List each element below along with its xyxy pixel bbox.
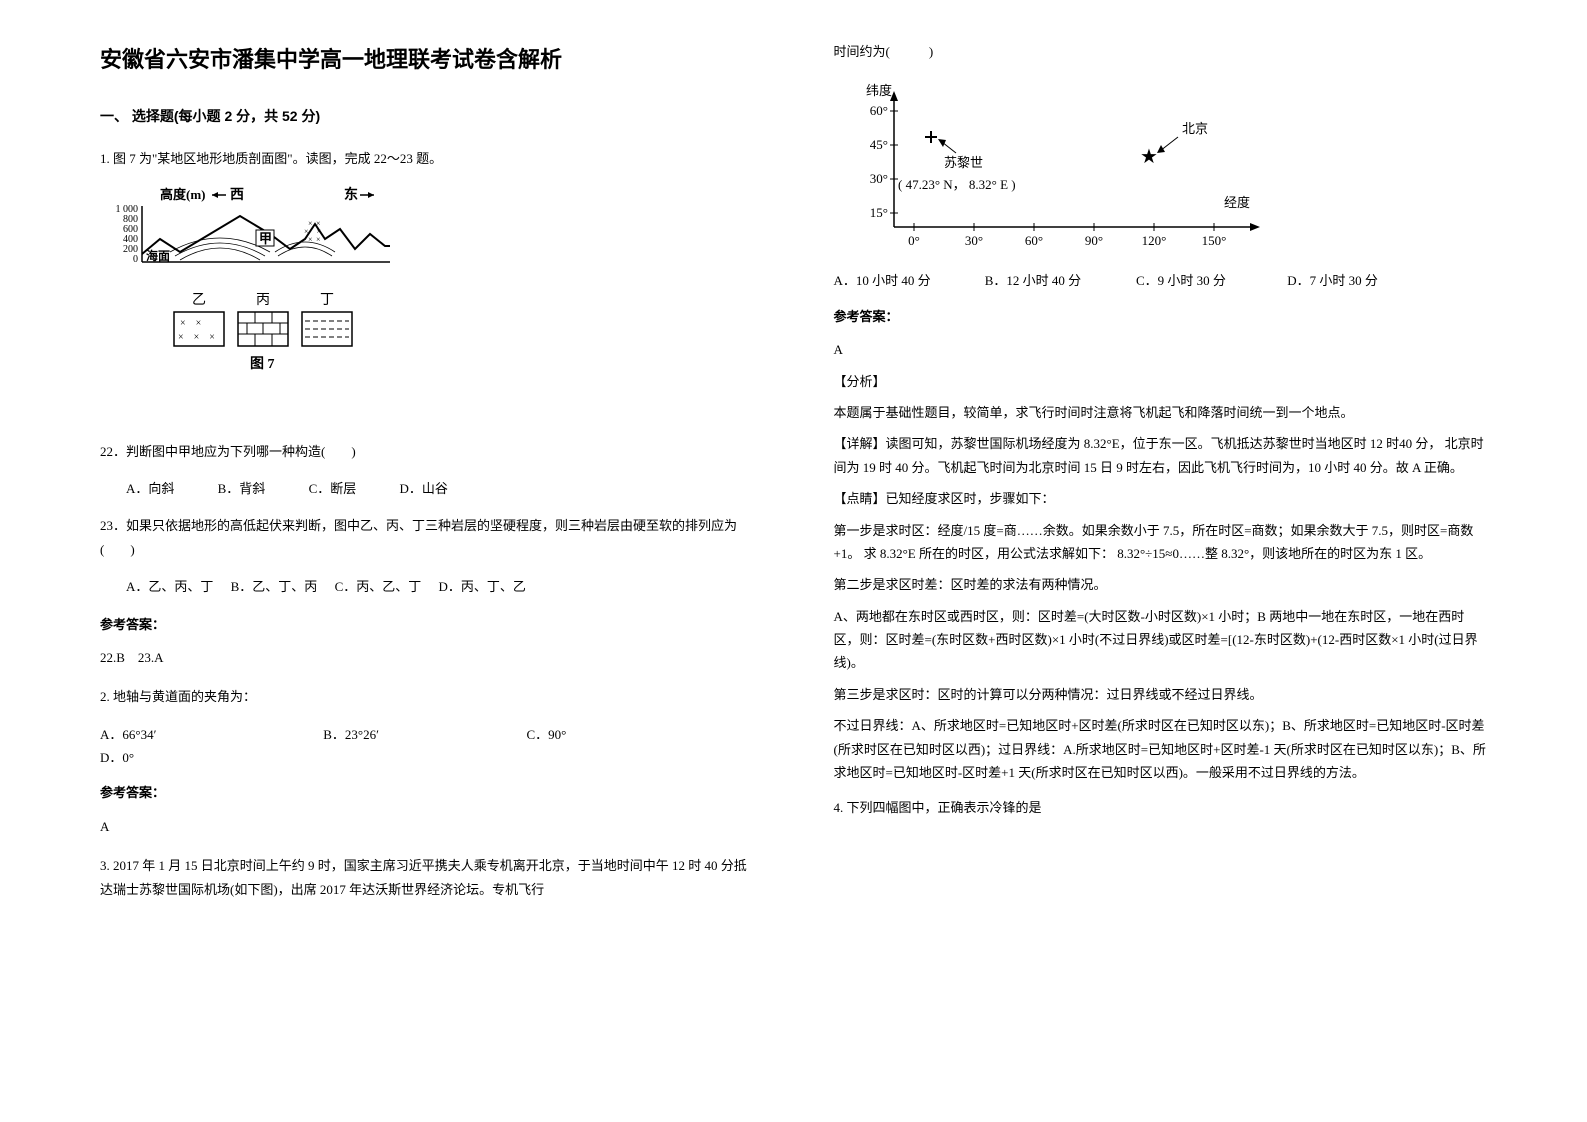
fig-caption: 图 7 xyxy=(250,356,275,372)
svg-text:0°: 0° xyxy=(908,233,920,248)
svg-text:60°: 60° xyxy=(1024,233,1042,248)
chart-ylabel: 纬度 xyxy=(866,83,892,98)
q3-pt2: 第二步是求区时差：区时差的求法有两种情况。 xyxy=(834,573,1488,596)
fig-sea: 海面 xyxy=(146,248,170,263)
fig-ylabel: 高度(m) xyxy=(160,187,206,202)
chart-xlabel: 经度 xyxy=(1224,195,1250,210)
q3-ans: A xyxy=(834,338,1488,361)
question-1: 1. 图 7 为"某地区地形地质剖面图"。读图，完成 22～23 题。 高度(m… xyxy=(100,147,754,670)
chart-zurich-coord: ( 47.23° N， 8.32° E ) xyxy=(898,177,1016,192)
q1-sub23: 23．如果只依据地形的高低起伏来判断，图中乙、丙、丁三种岩层的坚硬程度，则三种岩… xyxy=(100,514,754,561)
svg-text:30°: 30° xyxy=(964,233,982,248)
svg-text:45°: 45° xyxy=(869,137,887,152)
fig-jia: 甲 xyxy=(259,231,272,246)
q3-pt-head: 【点睛】 xyxy=(834,491,886,506)
q3-pt2a: A、两地都在东时区或西时区，则：区时差=(大时区数-小时区数)×1 小时；B 两… xyxy=(834,605,1488,675)
svg-text:120°: 120° xyxy=(1141,233,1166,248)
q2-opt-d: D．0° xyxy=(100,750,134,765)
q3-pt3: 第三步是求区时：区时的计算可以分两种情况：过日界线或不经过日界线。 xyxy=(834,683,1488,706)
q2-opt-a: A．66°34′ xyxy=(100,723,320,746)
q3-pt1: 第一步是求时区：经度/15 度=商……余数。如果余数小于 7.5，所在时区=商数… xyxy=(834,519,1488,566)
svg-text:× × ×: × × × xyxy=(178,332,215,343)
q1-opt22-d: D．山谷 xyxy=(399,477,447,500)
q1-sub22: 22．判断图中甲地应为下列哪一种构造( ) xyxy=(100,440,754,463)
fig-west: 西 xyxy=(230,187,244,203)
q2-ans: A xyxy=(100,815,754,838)
q3-opt-a: A．10 小时 40 分 xyxy=(834,269,982,292)
svg-text:0: 0 xyxy=(133,254,138,265)
q1-opts22: A．向斜 B．背斜 C．断层 D．山谷 xyxy=(100,477,754,500)
svg-text:30°: 30° xyxy=(869,171,887,186)
question-2: 2. 地轴与黄道面的夹角为： A．66°34′ B．23°26′ C．90° D… xyxy=(100,685,754,838)
svg-text:150°: 150° xyxy=(1201,233,1226,248)
q1-opt22-b: B．背斜 xyxy=(218,477,266,500)
page-title: 安徽省六安市潘集中学高一地理联考试卷含解析 xyxy=(100,40,754,80)
chart-beijing: 北京 xyxy=(1182,121,1208,136)
svg-text:90°: 90° xyxy=(1084,233,1102,248)
q2-ans-head: 参考答案： xyxy=(100,781,754,804)
q3-opts: A．10 小时 40 分 B．12 小时 40 分 C．9 小时 30 分 D．… xyxy=(834,269,1488,292)
q1-opts23: A．乙、丙、丁 B．乙、丁、丙 C．丙、乙、丁 D．丙、丁、乙 xyxy=(100,575,754,598)
q3-cont: 时间约为( ) xyxy=(834,40,1488,63)
fig-ding: 丁 xyxy=(320,293,334,308)
fig-bing: 丙 xyxy=(256,293,270,308)
fig-east: 东 xyxy=(344,186,358,203)
q4-stem: 4. 下列四幅图中，正确表示冷锋的是 xyxy=(834,796,1488,819)
q2-opt-b: B．23°26′ xyxy=(323,723,523,746)
q3-ans-head: 参考答案： xyxy=(834,305,1488,328)
q1-ans: 22.B 23.A xyxy=(100,646,754,669)
q3-opt-b: B．12 小时 40 分 xyxy=(985,269,1133,292)
q1-opt23-b: B．乙、丁、丙 xyxy=(231,575,318,598)
fig-yi: 乙 xyxy=(192,292,206,308)
section-head-1: 一、 选择题(每小题 2 分，共 52 分) xyxy=(100,104,754,129)
q3-det-head: 【详解】 xyxy=(834,436,886,451)
q3-ana: 本题属于基础性题目，较简单，求飞行时间时注意将飞机起飞和降落时间统一到一个地点。 xyxy=(834,401,1488,424)
q3-opt-d: D．7 小时 30 分 xyxy=(1287,269,1378,292)
q1-opt22-c: C．断层 xyxy=(309,477,357,500)
question-3-stem: 3. 2017 年 1 月 15 日北京时间上午约 9 时，国家主席习近平携夫人… xyxy=(100,854,754,901)
q2-opt-c: C．90° xyxy=(527,723,567,746)
q1-stem: 1. 图 7 为"某地区地形地质剖面图"。读图，完成 22～23 题。 xyxy=(100,147,754,170)
svg-text:15°: 15° xyxy=(869,205,887,220)
q2-stem: 2. 地轴与黄道面的夹角为： xyxy=(100,685,754,708)
q3-chart: 纬度 60° 45° 30° 15° 经度 0° 30° xyxy=(834,77,1314,257)
q1-opt22-a: A．向斜 xyxy=(126,477,174,500)
q3-det: 【详解】读图可知，苏黎世国际机场经度为 8.32°E，位于东一区。飞机抵达苏黎世… xyxy=(834,432,1488,479)
star-icon: ★ xyxy=(1140,146,1158,168)
q1-figure: 高度(m) 西 东 1 000 800 600 400 200 0 xyxy=(100,184,754,421)
q1-opt23-a: A．乙、丙、丁 xyxy=(126,575,213,598)
q1-opt23-d: D．丙、丁、乙 xyxy=(438,575,525,598)
q3-ana-head: 【分析】 xyxy=(834,370,1488,393)
svg-text:×: × xyxy=(316,235,321,244)
svg-text:×: × xyxy=(308,235,313,244)
svg-text:× ×: × × xyxy=(180,318,201,329)
q1-ans-head: 参考答案： xyxy=(100,613,754,636)
q3-opt-c: C．9 小时 30 分 xyxy=(1136,269,1284,292)
q1-opt23-c: C．丙、乙、丁 xyxy=(335,575,422,598)
svg-text:60°: 60° xyxy=(869,103,887,118)
q3-pt3a: 不过日界线：A、所求地区时=已知地区时+区时差(所求时区在已知时区以东)；B、所… xyxy=(834,714,1488,784)
q3-stem: 3. 2017 年 1 月 15 日北京时间上午约 9 时，国家主席习近平携夫人… xyxy=(100,854,754,901)
q2-opts: A．66°34′ B．23°26′ C．90° D．0° xyxy=(100,723,754,770)
chart-zurich: 苏黎世 xyxy=(944,155,983,170)
q3-pt: 【点睛】已知经度求区时，步骤如下： xyxy=(834,487,1488,510)
